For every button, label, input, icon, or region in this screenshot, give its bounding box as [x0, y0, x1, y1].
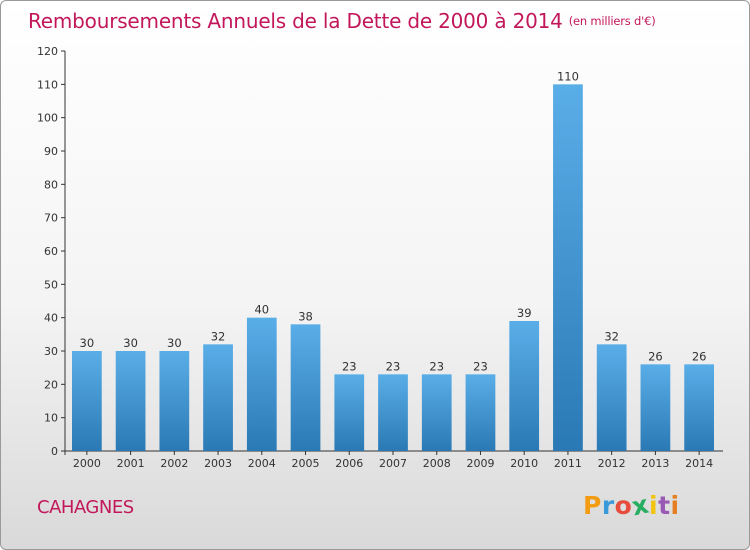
x-tick-label: 2003 [204, 457, 232, 470]
bar-2006 [334, 374, 365, 451]
x-tick-label: 2008 [423, 457, 451, 470]
y-tick-label: 50 [44, 278, 58, 291]
x-tick-label: 2014 [685, 457, 713, 470]
bar-2008 [421, 374, 452, 451]
x-tick-label: 2002 [160, 457, 188, 470]
y-tick-label: 100 [37, 112, 58, 125]
data-label: 23 [429, 359, 444, 373]
x-tick-label: 2000 [73, 457, 101, 470]
proxiti-logo[interactable]: Proxiti [583, 490, 680, 522]
x-tick-label: 2001 [117, 457, 145, 470]
data-label: 23 [473, 359, 488, 373]
bar-2007 [378, 374, 408, 451]
data-label: 32 [211, 329, 226, 343]
data-label: 30 [167, 336, 182, 350]
x-tick-label: 2006 [335, 457, 363, 470]
y-tick-label: 70 [44, 212, 58, 225]
y-tick-label: 40 [44, 312, 58, 325]
data-label: 39 [517, 306, 532, 320]
data-label: 26 [648, 349, 663, 363]
x-tick-label: 2013 [641, 457, 669, 470]
logo-letter: i [670, 491, 680, 520]
data-label: 110 [557, 69, 579, 83]
y-tick-label: 30 [44, 345, 58, 358]
x-tick-label: 2010 [510, 457, 538, 470]
bar-2012 [596, 344, 627, 451]
chart-unit: (en milliers d'€) [568, 14, 656, 28]
x-tick-label: 2012 [598, 457, 626, 470]
y-tick-label: 0 [51, 445, 58, 458]
x-tick-label: 2009 [466, 457, 494, 470]
bar-2014 [684, 364, 715, 451]
bar-2011 [553, 84, 583, 451]
y-tick-label: 90 [44, 145, 58, 158]
x-tick-label: 2004 [248, 457, 276, 470]
x-tick-label: 2011 [554, 457, 582, 470]
bar-2010 [509, 321, 540, 451]
x-tick-label: 2007 [379, 457, 407, 470]
data-label: 23 [386, 359, 401, 373]
chart-title: Remboursements Annuels de la Dette de 20… [28, 9, 656, 33]
logo-letter: r [601, 491, 615, 520]
data-label: 32 [604, 329, 619, 343]
bar-2002 [159, 351, 190, 451]
y-tick-label: 20 [44, 378, 58, 391]
bar-2005 [290, 324, 321, 451]
bar-2004 [246, 317, 277, 451]
y-tick-label: 80 [44, 178, 58, 191]
bar-2003 [203, 344, 233, 451]
data-label: 30 [80, 336, 95, 350]
data-label: 38 [298, 309, 313, 323]
chart-title-text: Remboursements Annuels de la Dette de 20… [28, 9, 563, 33]
data-label: 40 [254, 303, 269, 317]
bar-2001 [115, 351, 146, 451]
data-label: 30 [123, 336, 138, 350]
bar-2013 [640, 364, 671, 451]
logo-letter: P [583, 491, 602, 520]
x-tick-label: 2005 [292, 457, 320, 470]
y-tick-label: 10 [44, 412, 58, 425]
commune-name: CAHAGNES [37, 497, 134, 518]
logo-letter: o [614, 491, 633, 520]
y-tick-label: 110 [37, 78, 58, 91]
logo-letter: t [658, 491, 671, 520]
y-tick-label: 120 [37, 45, 58, 58]
data-label: 23 [342, 359, 357, 373]
data-label: 26 [692, 349, 707, 363]
bar-2009 [465, 374, 496, 451]
bar-2000 [71, 351, 102, 451]
logo-letter: i [649, 491, 659, 520]
y-tick-label: 60 [44, 245, 58, 258]
